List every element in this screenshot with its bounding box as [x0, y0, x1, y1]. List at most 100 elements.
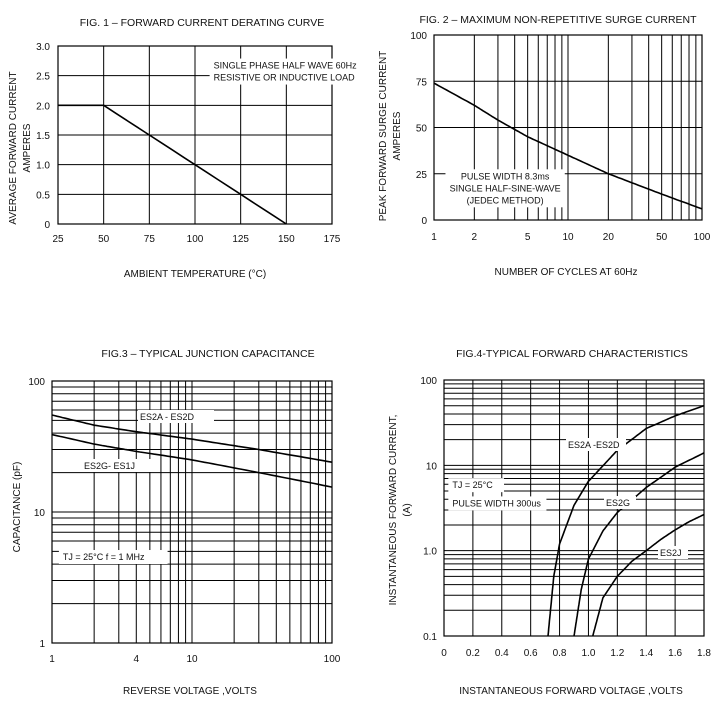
fig1-y-tick-label-0: 0 [44, 220, 50, 231]
fig4-annotation-1-line-0: PULSE WIDTH 300us [452, 498, 541, 508]
fig2-y-tick-label-1: 25 [416, 170, 428, 181]
fig3-series-line-1 [51, 433, 333, 488]
fig2-x-tick-label-6: 100 [694, 232, 711, 243]
fig2-x-tick-label-1: 2 [472, 232, 478, 243]
fig2-plot-frame [433, 34, 703, 221]
fig2-y-axis-label-line1: PEAK FORWARD SURGE CURRENT [378, 51, 389, 222]
fig1-x-axis-label: AMBIENT TEMPERATURE (°C) [124, 269, 266, 280]
fig3-junction-capacitance: FIG.3 – TYPICAL JUNCTION CAPACITANCE REV… [12, 348, 341, 697]
fig2-y-tick-label-2: 50 [416, 124, 428, 135]
fig2-y-tick-label-0: 0 [421, 216, 427, 227]
fig1-x-tick-label-5: 150 [278, 234, 295, 245]
fig3-series-label-bg-1 [82, 459, 152, 472]
fig3-series-label-bg-0 [138, 410, 214, 423]
fig4-series-label-bg-1 [604, 496, 636, 509]
fig1-y-tick-label-4: 2.0 [36, 101, 50, 112]
fig4-x-tick-label-2: 0.4 [495, 648, 509, 659]
fig4-y-axis-label-line2: (A) [402, 503, 413, 516]
fig1-x-tick-label-1: 50 [98, 234, 110, 245]
fig3-series-label-1: ES2G- ES1J [84, 461, 135, 471]
fig1-forward-current-derating: FIG. 1 – FORWARD CURRENT DERATING CURVE … [8, 17, 361, 280]
fig4-x-axis-label: INSTANTANEOUS FORWARD VOLTAGE ,VOLTS [459, 686, 683, 697]
fig2-y-tick-label-3: 75 [416, 77, 428, 88]
fig4-x-tick-label-5: 1.0 [581, 648, 595, 659]
fig1-x-tick-label-6: 175 [324, 234, 341, 245]
fig3-y-axis-label: CAPACITANCE (pF) [12, 462, 23, 553]
fig2-x-tick-label-2: 5 [525, 232, 531, 243]
fig4-series-line-1 [573, 452, 705, 637]
fig4-x-tick-label-6: 1.2 [610, 648, 624, 659]
fig2-max-surge-current: FIG. 2 – MAXIMUM NON-REPETITIVE SURGE CU… [378, 14, 711, 278]
fig4-forward-characteristics: FIG.4-TYPICAL FORWARD CHARACTERISTICS IN… [388, 348, 711, 697]
fig3-x-tick-label-3: 100 [324, 654, 341, 665]
fig2-y-tick-label-4: 100 [410, 31, 427, 42]
fig2-x-tick-label-4: 20 [603, 232, 615, 243]
fig4-annotation-0-line-0: TJ = 25°C [452, 480, 493, 490]
fig3-annotation-0-line-0: TJ = 25°C f = 1 MHz [63, 552, 145, 562]
fig1-y-tick-label-3: 1.5 [36, 131, 50, 142]
fig4-series-label-bg-2 [658, 546, 688, 559]
fig4-x-tick-label-7: 1.4 [639, 648, 653, 659]
fig3-series-label-0: ES2A - ES2D [140, 412, 195, 422]
fig4-x-tick-label-0: 0 [441, 648, 447, 659]
fig3-x-axis-label: REVERSE VOLTAGE ,VOLTS [123, 686, 257, 697]
fig4-y-tick-label-3: 100 [420, 376, 437, 387]
fig2-series-line-0 [433, 82, 703, 210]
fig3-y-tick-label-2: 100 [28, 377, 45, 388]
fig2-annotation-0-line-2: (JEDEC METHOD) [467, 195, 544, 205]
fig4-series-label-1: ES2G [606, 498, 630, 508]
fig2-x-tick-label-0: 1 [431, 232, 437, 243]
fig4-x-tick-label-9: 1.8 [697, 648, 711, 659]
fig4-y-axis-label-line1: INSTANTANEOUS FORWARD CURRENT, [388, 415, 399, 606]
fig1-annotation-bg-0 [209, 58, 361, 85]
fig1-annotation-0-line-1: RESISTIVE OR INDUCTIVE LOAD [214, 73, 356, 83]
fig3-y-tick-label-0: 1 [39, 639, 45, 650]
fig1-plot-frame [57, 45, 333, 225]
fig2-annotation-bg-0 [445, 169, 565, 208]
fig1-annotation-0-line-0: SINGLE PHASE HALF WAVE 60Hz [214, 61, 358, 71]
fig3-y-tick-label-1: 10 [34, 508, 46, 519]
fig2-annotation-0-line-0: PULSE WIDTH 8.3ms [461, 171, 550, 181]
fig4-series-label-2: ES2J [660, 548, 682, 558]
fig3-plot-frame [51, 380, 333, 644]
fig4-x-tick-label-8: 1.6 [668, 648, 682, 659]
fig1-y-axis-label-line1: AVERAGE FORWARD CURRENT [8, 71, 19, 224]
fig3-x-tick-label-1: 4 [134, 654, 140, 665]
fig4-y-tick-label-1: 1.0 [423, 547, 437, 558]
fig3-series-line-0 [51, 414, 333, 463]
fig4-title: FIG.4-TYPICAL FORWARD CHARACTERISTICS [456, 348, 688, 360]
fig2-annotation-0-line-1: SINGLE HALF-SINE-WAVE [450, 183, 561, 193]
fig3-x-tick-label-2: 10 [186, 654, 198, 665]
fig4-x-tick-label-4: 0.8 [553, 648, 567, 659]
fig4-annotation-bg-0 [448, 478, 505, 493]
fig1-x-tick-label-4: 125 [232, 234, 249, 245]
fig4-annotation-bg-1 [448, 496, 547, 511]
fig2-x-axis-label: NUMBER OF CYCLES AT 60Hz [495, 267, 638, 278]
fig1-y-axis-label-line2: AMPERES [22, 123, 33, 172]
fig1-y-tick-label-1: 0.5 [36, 190, 50, 201]
fig1-y-tick-label-6: 3.0 [36, 42, 50, 53]
fig2-x-tick-label-5: 50 [656, 232, 668, 243]
fig4-series-line-2 [592, 513, 705, 637]
fig2-title: FIG. 2 – MAXIMUM NON-REPETITIVE SURGE CU… [419, 14, 697, 26]
fig3-annotation-bg-0 [58, 550, 168, 565]
fig4-x-tick-label-1: 0.2 [466, 648, 480, 659]
fig4-series-line-0 [547, 404, 705, 637]
fig1-y-tick-label-2: 1.0 [36, 161, 50, 172]
fig1-x-tick-label-0: 25 [52, 234, 64, 245]
fig4-series-label-0: ES2A -ES2D [568, 440, 620, 450]
fig1-x-tick-label-2: 75 [144, 234, 156, 245]
fig4-x-tick-label-3: 0.6 [524, 648, 538, 659]
fig3-title: FIG.3 – TYPICAL JUNCTION CAPACITANCE [101, 348, 314, 360]
fig3-x-tick-label-0: 1 [49, 654, 55, 665]
fig4-y-tick-label-2: 10 [426, 461, 438, 472]
fig1-series-line-0 [58, 104, 287, 225]
fig4-y-tick-label-0: 0.1 [423, 632, 437, 643]
fig2-y-axis-label-line2: AMPERES [392, 111, 403, 160]
fig1-y-tick-label-5: 2.5 [36, 72, 50, 83]
fig1-title: FIG. 1 – FORWARD CURRENT DERATING CURVE [80, 17, 324, 29]
fig1-x-tick-label-3: 100 [187, 234, 204, 245]
fig4-series-label-bg-0 [566, 438, 626, 451]
fig2-x-tick-label-3: 10 [562, 232, 574, 243]
